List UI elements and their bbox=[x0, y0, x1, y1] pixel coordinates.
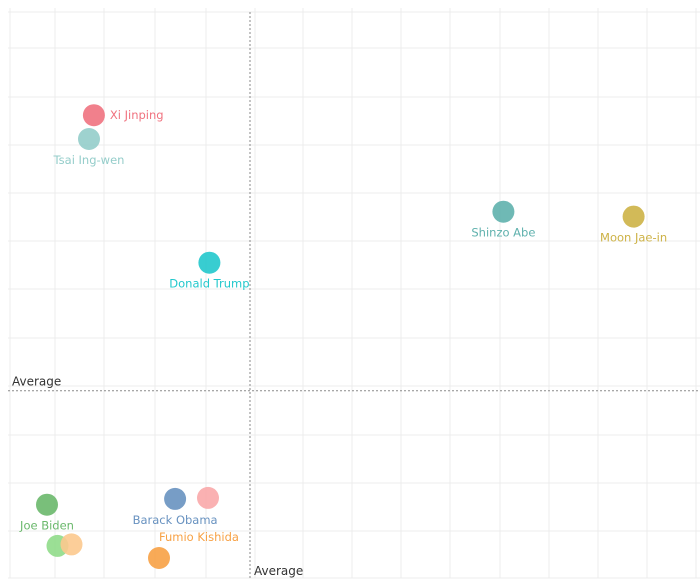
data-label: Moon Jae-in bbox=[600, 231, 667, 245]
data-point[interactable] bbox=[36, 493, 58, 516]
data-point[interactable] bbox=[78, 128, 100, 150]
data-label: Tsai Ing-wen bbox=[53, 153, 125, 167]
grid bbox=[8, 8, 700, 579]
data-point[interactable] bbox=[148, 547, 170, 569]
data-point[interactable] bbox=[492, 200, 515, 223]
data-label: Shinzo Abe bbox=[471, 226, 535, 240]
average-y-label: Average bbox=[12, 375, 61, 389]
data-labels: Xi Jinping Tsai Ing-wen Shinzo Abe Moon Jae… bbox=[19, 108, 667, 544]
data-point[interactable] bbox=[198, 251, 221, 274]
average-x-label: Average bbox=[254, 564, 303, 578]
average-lines: Average Average bbox=[8, 12, 700, 578]
data-label: Donald Trump bbox=[169, 277, 249, 291]
data-point[interactable] bbox=[197, 486, 219, 509]
data-point[interactable] bbox=[622, 205, 645, 228]
data-point[interactable] bbox=[164, 487, 187, 510]
data-points bbox=[36, 104, 645, 569]
data-label: Joe Biden bbox=[19, 519, 74, 533]
data-label: Barack Obama bbox=[133, 513, 218, 527]
data-label: Xi Jinping bbox=[110, 108, 164, 122]
data-point[interactable] bbox=[82, 104, 105, 127]
data-point[interactable] bbox=[60, 533, 83, 556]
data-label: Fumio Kishida bbox=[159, 530, 239, 544]
